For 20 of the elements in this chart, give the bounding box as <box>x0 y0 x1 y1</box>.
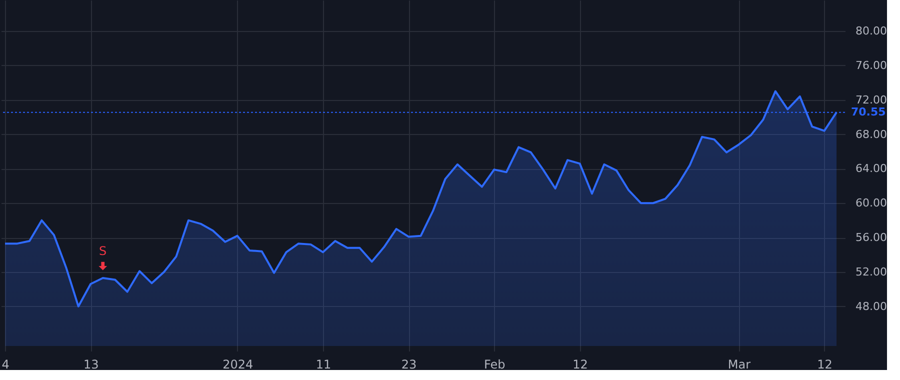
y-tick-label: 64.00 <box>856 162 887 176</box>
x-tick-label: 12 <box>572 358 588 372</box>
x-tick-label: 4 <box>2 358 10 372</box>
y-tick-label: 48.00 <box>856 300 887 313</box>
y-tick-label: 76.00 <box>856 58 887 72</box>
x-tick-label: 11 <box>316 358 332 372</box>
y-tick-label: 60.00 <box>856 196 887 210</box>
x-tick-label: 2024 <box>222 358 254 372</box>
x-tick-label: Mar <box>728 358 751 372</box>
ref-line-label: 70.55 <box>851 105 886 118</box>
y-tick-label: 56.00 <box>856 231 887 244</box>
x-tick-label: 23 <box>401 358 417 372</box>
y-tick-label: 72.00 <box>856 93 887 106</box>
y-tick-label: 68.00 <box>856 128 887 141</box>
y-tick-label: 80.00 <box>856 24 887 38</box>
y-tick-label: 52.00 <box>856 265 887 278</box>
x-tick-label: 12 <box>817 358 832 372</box>
x-tick-label: Feb <box>484 358 506 372</box>
x-tick-label: 13 <box>83 358 99 372</box>
annotation: S <box>99 244 107 258</box>
